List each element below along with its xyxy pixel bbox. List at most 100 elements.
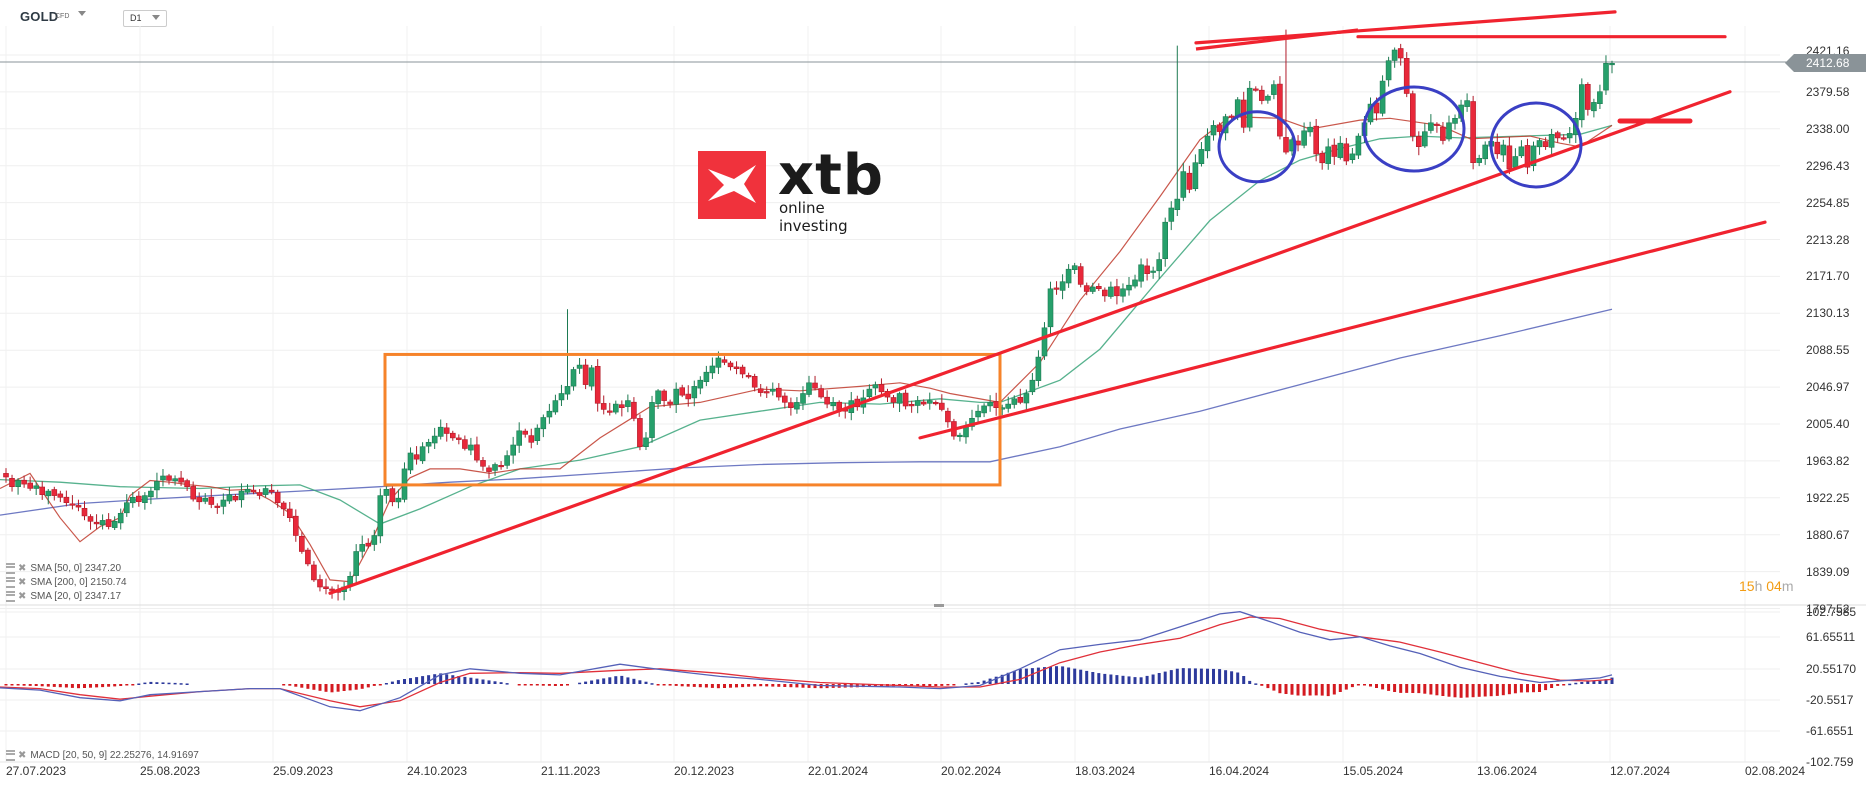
highlight-circle [1217, 110, 1297, 184]
legend-sma50: ✖ SMA [50, 0] 2347.20 [6, 562, 121, 575]
macd-histogram-bar [1471, 684, 1475, 698]
candle-countdown: 15h 04m [1739, 578, 1794, 594]
settings-icon[interactable] [6, 590, 15, 602]
macd-histogram-bar [143, 682, 147, 685]
macd-histogram-bar [1326, 684, 1330, 697]
macd-histogram-bar [644, 681, 648, 684]
timeframe-select[interactable]: D1 [123, 10, 167, 27]
candle-body [1065, 268, 1072, 284]
macd-histogram-bar [861, 684, 865, 688]
date-axis-label: 27.07.2023 [6, 764, 67, 778]
current-price-tag: 2412.68 [1785, 54, 1866, 72]
macd-histogram-bar [469, 677, 473, 684]
date-axis-label: 18.03.2024 [1075, 764, 1136, 778]
macd-histogram-bar [1580, 682, 1584, 684]
candle-body [806, 382, 812, 395]
settings-icon[interactable] [6, 576, 15, 588]
macd-histogram-bar [306, 684, 310, 689]
symbol-name[interactable]: GOLD [20, 9, 59, 24]
macd-histogram-bar [686, 684, 690, 687]
macd-histogram-bar [1568, 683, 1572, 686]
macd-histogram-bar [1163, 671, 1167, 684]
candle-body [649, 402, 655, 438]
candle-body [957, 434, 963, 438]
settings-icon[interactable] [6, 749, 15, 761]
macd-axis-label: 102.7585 [1806, 605, 1857, 619]
macd-histogram-bar [396, 680, 400, 684]
candle-body [1452, 118, 1458, 124]
price-axis-label: 2254.85 [1806, 195, 1850, 210]
candle-body [1204, 135, 1211, 152]
macd-histogram-bar [1550, 684, 1554, 688]
candle-body [552, 400, 559, 413]
candle-body [546, 410, 553, 418]
support-trendline [918, 220, 1767, 440]
macd-histogram-bar [952, 684, 956, 686]
macd-histogram-bar [976, 682, 980, 684]
candle-body [419, 446, 426, 462]
macd-histogram-bar [1465, 684, 1469, 698]
macd-histogram-bar [505, 683, 509, 685]
macd-line [0, 611, 1613, 712]
candle-body [474, 444, 480, 461]
candle-body [721, 359, 728, 363]
candle-body [39, 486, 46, 495]
macd-histogram-bar [1049, 666, 1052, 684]
settings-icon[interactable] [6, 562, 15, 574]
candle-body [1126, 284, 1132, 291]
macd-histogram-bar [318, 684, 322, 691]
candle-body [836, 401, 843, 410]
macd-histogram-bar [1212, 668, 1215, 684]
macd-histogram-bar [1000, 674, 1004, 684]
remove-indicator-close-icon[interactable]: ✖ [18, 591, 27, 602]
macd-histogram-bar [553, 684, 557, 686]
remove-indicator-close-icon[interactable]: ✖ [18, 563, 27, 574]
macd-histogram-bar [445, 674, 449, 684]
macd-histogram-bar [517, 684, 521, 686]
macd-axis-label: -61.6551 [1806, 724, 1854, 738]
price-axis-label: 2379.58 [1806, 84, 1850, 99]
macd-histogram-bar [83, 684, 86, 688]
macd-histogram-bar [1411, 684, 1415, 693]
candle-body [794, 402, 800, 410]
candle-body [1132, 279, 1138, 287]
macd-histogram-bar [336, 684, 340, 692]
macd-histogram-bar [795, 684, 799, 688]
candle-body [498, 464, 504, 468]
candle-body [1156, 259, 1162, 272]
candle-body [1277, 83, 1283, 137]
candle-body [1434, 123, 1440, 126]
macd-histogram-bar [1151, 674, 1155, 684]
candle-body [480, 460, 486, 467]
candle-body [1500, 144, 1507, 156]
timeframe-chevron-down-icon [152, 15, 160, 20]
macd-histogram-bar [1175, 668, 1179, 684]
candle-body [637, 418, 643, 447]
consolidation-range-box [383, 352, 1002, 487]
price-axis-label: 2005.40 [1806, 417, 1850, 431]
remove-indicator-close-icon[interactable]: ✖ [18, 750, 27, 761]
macd-histogram-bar [34, 684, 38, 686]
macd-histogram-bar [1344, 684, 1348, 690]
macd-histogram-bar [723, 684, 726, 688]
candle-body [437, 426, 444, 437]
candle-body [938, 402, 945, 410]
macd-histogram-bar [1423, 684, 1427, 694]
candle-body [1512, 156, 1519, 168]
candle-body [775, 387, 782, 398]
remove-indicator-close-icon[interactable]: ✖ [18, 577, 27, 588]
macd-histogram-bar [342, 684, 346, 691]
macd-histogram-bar [439, 673, 443, 684]
candle-body [534, 427, 541, 442]
macd-histogram-bar [58, 684, 62, 688]
macd-histogram-bar [535, 684, 539, 686]
macd-histogram-bar [1018, 669, 1022, 684]
macd-histogram-bar [10, 684, 14, 686]
candle-body [1047, 288, 1054, 328]
macd-histogram-bar [475, 678, 479, 684]
symbol-dropdown-chevron-down-icon[interactable] [78, 11, 86, 16]
candle-body [1180, 171, 1187, 198]
date-axis-label: 15.05.2024 [1343, 764, 1404, 778]
sma20-line [0, 115, 1613, 583]
